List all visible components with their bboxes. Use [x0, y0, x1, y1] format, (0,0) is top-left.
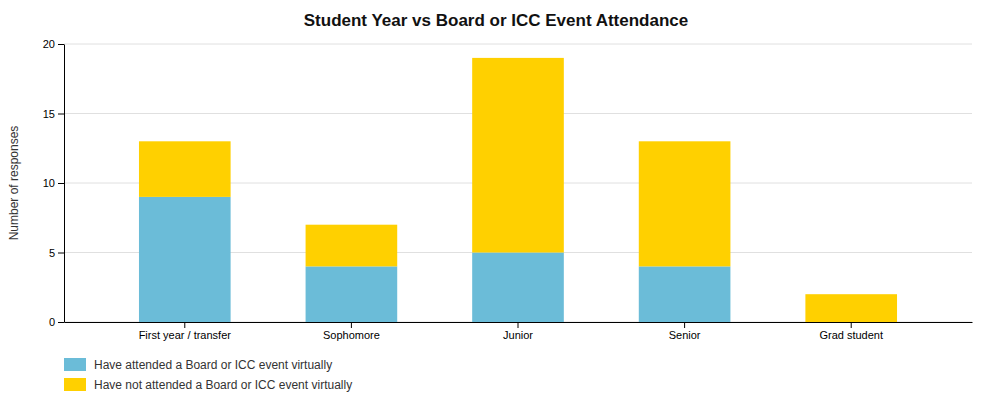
bar [306, 266, 398, 322]
bar [639, 266, 731, 322]
bar [139, 141, 231, 197]
x-tick-label: Junior [503, 329, 533, 341]
x-tick: Junior [503, 322, 533, 341]
x-tick-label: Sophomore [323, 329, 380, 341]
legend-swatch [64, 378, 86, 391]
y-tick: 5 [49, 247, 64, 259]
y-tick: 20 [43, 38, 64, 50]
y-tick-label: 0 [49, 316, 55, 328]
legend-label: Have not attended a Board or ICC event v… [94, 378, 352, 392]
y-tick: 0 [49, 316, 64, 328]
y-axis-line [64, 45, 65, 323]
x-tick-label: Grad student [819, 329, 883, 341]
chart: 0 5 10 15 20 First year / transfer Sophomore Ju… [0, 0, 992, 404]
x-tick: First year / transfer [139, 322, 232, 341]
x-tick: Senior [669, 322, 701, 341]
y-tick-label: 15 [43, 108, 55, 120]
bar [139, 197, 231, 322]
y-tick-label: 10 [43, 177, 55, 189]
legend-item: Have not attended a Board or ICC event v… [64, 378, 352, 392]
x-tick-label: First year / transfer [139, 329, 232, 341]
y-axis-title: Number of responses [7, 126, 21, 241]
legend: Have attended a Board or ICC event virtu… [64, 358, 352, 392]
bar [805, 294, 897, 322]
x-axis: First year / transfer Sophomore Junior Seni… [65, 322, 973, 341]
bars [139, 58, 897, 322]
x-tick-mark [184, 322, 185, 328]
series [139, 58, 897, 322]
y-tick-label: 5 [49, 247, 55, 259]
x-tick-label: Senior [669, 329, 701, 341]
bar [472, 58, 564, 253]
y-tick: 10 [43, 177, 64, 189]
x-tick: Sophomore [323, 322, 380, 341]
x-tick-mark [851, 322, 852, 328]
grid-line [64, 44, 972, 45]
y-tick-mark [58, 183, 64, 184]
y-tick: 15 [43, 108, 64, 120]
y-tick-mark [58, 44, 64, 45]
x-tick: Grad student [819, 322, 883, 341]
legend-item: Have attended a Board or ICC event virtu… [64, 358, 332, 372]
bar [639, 141, 731, 266]
y-tick-mark [58, 322, 64, 323]
legend-label: Have attended a Board or ICC event virtu… [94, 358, 332, 372]
bar [472, 253, 564, 323]
y-tick-mark [58, 114, 64, 115]
title: Student Year vs Board or ICC Event Atten… [304, 11, 688, 30]
x-tick-mark [518, 322, 519, 328]
bar [306, 225, 398, 267]
legend-swatch [64, 358, 86, 371]
y-tick-label: 20 [43, 38, 55, 50]
plot: 0 5 10 15 20 First year / transfer Sophomore Ju… [43, 38, 973, 341]
y-tick-mark [58, 253, 64, 254]
x-tick-mark [684, 322, 685, 328]
grid [64, 44, 972, 322]
y-axis: 0 5 10 15 20 [43, 38, 65, 328]
x-tick-mark [351, 322, 352, 328]
